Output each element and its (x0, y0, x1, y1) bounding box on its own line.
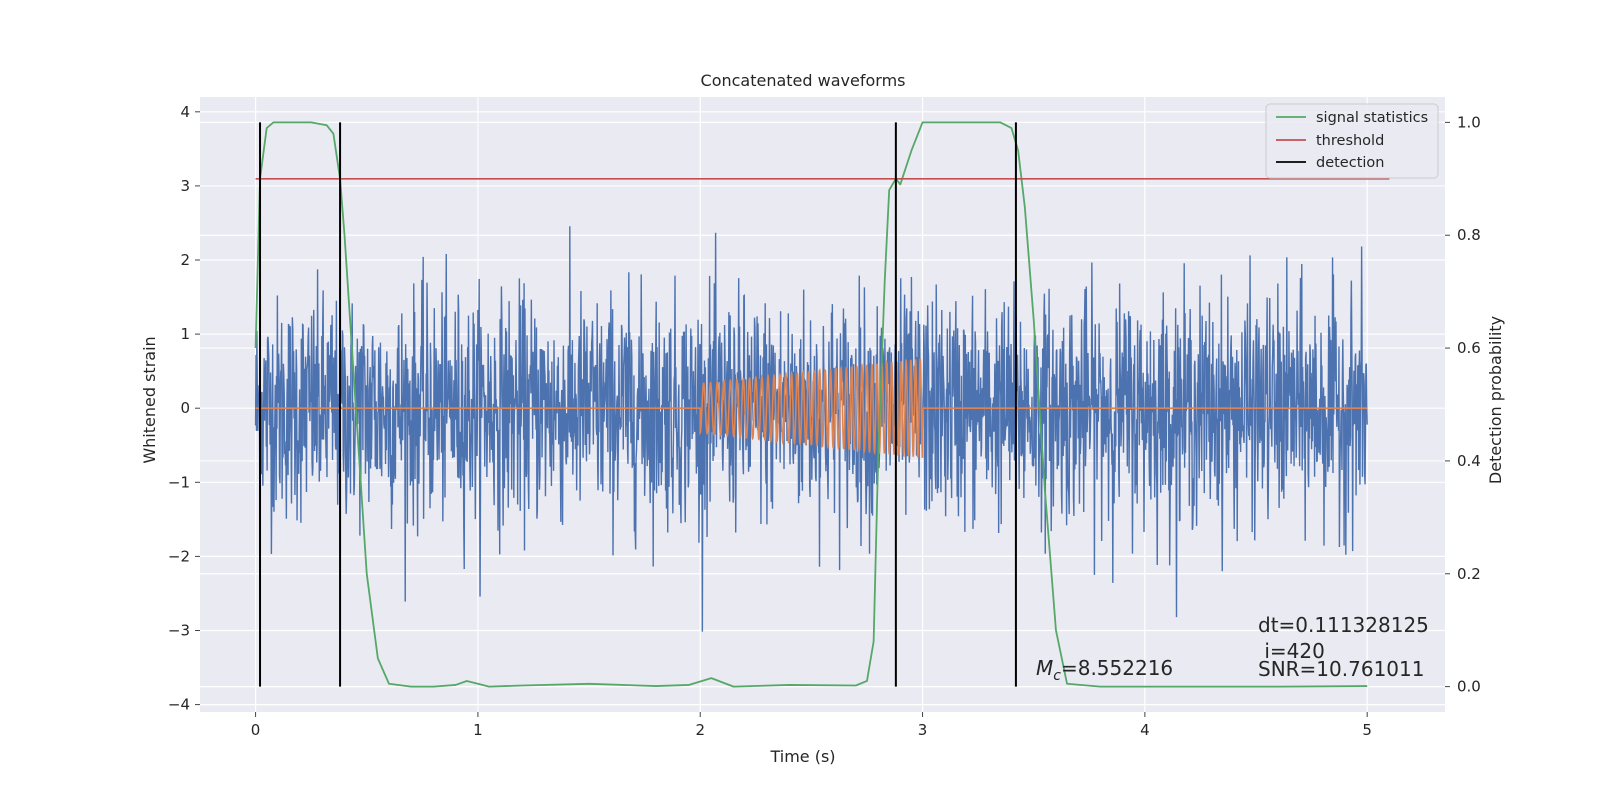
x-axis-ticks: 0 1 2 3 4 5 (251, 712, 1372, 739)
y2-axis-ticks: 0.0 0.2 0.4 0.6 0.8 1.0 (1445, 113, 1481, 696)
annotation-mc-value: =8.552216 (1061, 656, 1173, 680)
y2-tick-label: 0.2 (1457, 565, 1481, 583)
series-layer (254, 121, 1390, 688)
y-tick-label: 2 (180, 251, 190, 269)
legend-box (1265, 103, 1439, 179)
y-tick-label: −3 (168, 621, 190, 639)
x-tick-label: 5 (1362, 721, 1372, 739)
y-axis-ticks: −4 −3 −2 −1 0 1 2 3 4 (168, 103, 200, 714)
annotation-mc-symbol: M (1036, 656, 1053, 680)
legend-label-detection: detection (1316, 155, 1384, 171)
annotation-i: i=420 (1258, 639, 1325, 663)
y2-tick-label: 0.8 (1457, 226, 1481, 244)
chart-title: Concatenated waveforms (701, 71, 906, 90)
y2-tick-label: 0.6 (1457, 339, 1481, 357)
y-tick-label: 1 (180, 325, 190, 343)
y-tick-label: 0 (180, 399, 190, 417)
y2-tick-label: 1.0 (1457, 113, 1481, 131)
x-tick-label: 1 (473, 721, 483, 739)
legend-label-signal-statistics: signal statistics (1316, 110, 1428, 126)
y-tick-label: −1 (168, 473, 190, 491)
y-tick-label: 3 (180, 177, 190, 195)
annotation-snr: SNR=10.761011 (1258, 657, 1424, 681)
strain-noise-line (254, 226, 1368, 632)
x-tick-label: 0 (251, 721, 261, 739)
annotations: dt=0.111328125 i=420 SNR=10.761011 Mc=8.… (1036, 613, 1429, 684)
y-tick-label: −4 (168, 696, 190, 714)
legend: signal statistics threshold detection (1265, 103, 1439, 179)
x-axis-label: Time (s) (769, 747, 835, 766)
y-tick-label: −2 (168, 547, 190, 565)
y-tick-label: 4 (180, 103, 190, 121)
annotation-mc: Mc=8.552216 (1036, 656, 1173, 684)
annotation-dt: dt=0.111328125 (1258, 613, 1429, 637)
x-tick-label: 4 (1140, 721, 1150, 739)
template-chirp-line (255, 358, 1368, 458)
x-tick-label: 2 (695, 721, 705, 739)
y2-tick-label: 0.0 (1457, 678, 1481, 696)
legend-label-threshold: threshold (1316, 133, 1384, 149)
annotation-mc-subscript: c (1053, 668, 1061, 684)
y2-tick-label: 0.4 (1457, 452, 1481, 470)
x-tick-label: 3 (918, 721, 928, 739)
y-axis-label: Whitened strain (140, 336, 159, 463)
y2-axis-label: Detection probability (1486, 316, 1505, 484)
